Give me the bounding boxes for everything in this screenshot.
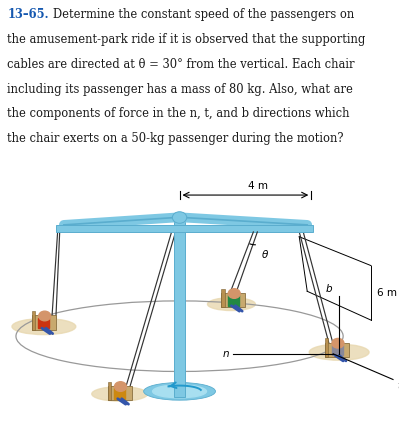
Bar bbox=[32, 311, 35, 330]
Text: cables are directed at θ = 30° from the vertical. Each chair: cables are directed at θ = 30° from the … bbox=[7, 58, 355, 71]
Text: 13–65.: 13–65. bbox=[7, 8, 49, 21]
Bar bbox=[174, 218, 185, 397]
Text: the components of force in the n, t, and b directions which: the components of force in the n, t, and… bbox=[7, 107, 350, 121]
Ellipse shape bbox=[152, 385, 207, 398]
Text: the chair exerts on a 50-kg passenger during the motion?: the chair exerts on a 50-kg passenger du… bbox=[7, 132, 344, 145]
Text: b: b bbox=[326, 284, 332, 294]
Bar bbox=[228, 296, 239, 306]
Text: 4 m: 4 m bbox=[248, 181, 269, 191]
Bar bbox=[332, 345, 343, 355]
Text: 6 m: 6 m bbox=[377, 288, 397, 298]
Ellipse shape bbox=[207, 298, 255, 311]
Text: including its passenger has a mass of 80 kg. Also, what are: including its passenger has a mass of 80… bbox=[7, 83, 353, 95]
Ellipse shape bbox=[92, 387, 148, 401]
Circle shape bbox=[228, 289, 240, 298]
Circle shape bbox=[115, 382, 126, 391]
Bar bbox=[32, 315, 56, 330]
Text: the amusement-park ride if it is observed that the supporting: the amusement-park ride if it is observe… bbox=[7, 33, 365, 46]
Bar bbox=[114, 389, 125, 399]
Bar bbox=[108, 382, 111, 400]
Bar bbox=[325, 338, 328, 357]
Ellipse shape bbox=[12, 319, 76, 334]
Text: θ: θ bbox=[261, 250, 268, 259]
Circle shape bbox=[39, 311, 51, 321]
Ellipse shape bbox=[144, 383, 215, 400]
Text: Determine the constant speed of the passengers on: Determine the constant speed of the pass… bbox=[42, 8, 355, 21]
Bar bbox=[38, 318, 49, 328]
Ellipse shape bbox=[309, 344, 369, 360]
Bar bbox=[221, 288, 225, 307]
Bar bbox=[325, 343, 349, 357]
Bar bbox=[56, 225, 313, 232]
Text: t: t bbox=[397, 381, 399, 391]
Text: n: n bbox=[223, 349, 229, 359]
Circle shape bbox=[172, 212, 187, 223]
Bar bbox=[221, 293, 245, 307]
Bar bbox=[108, 386, 132, 400]
Circle shape bbox=[332, 338, 344, 348]
